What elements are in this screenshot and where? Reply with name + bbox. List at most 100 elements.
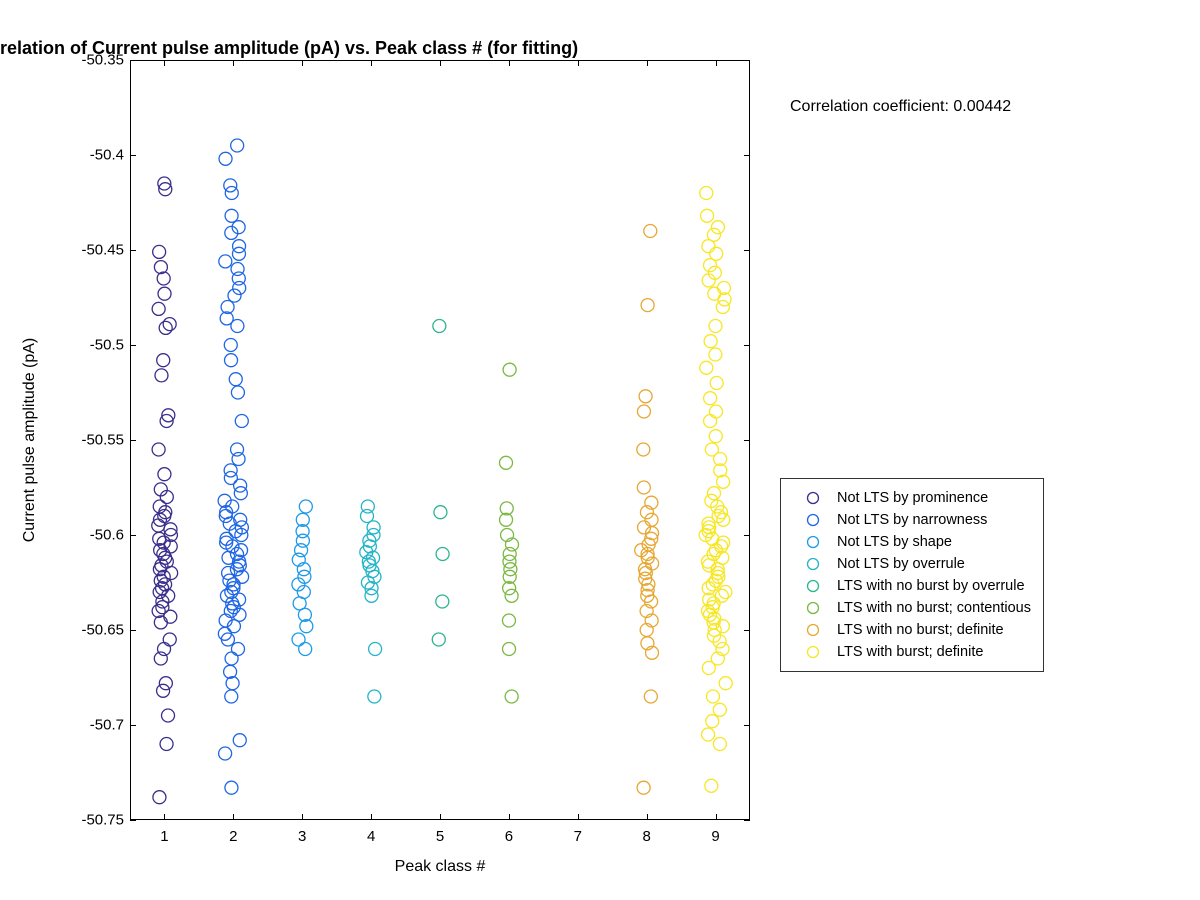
legend-label: Not LTS by overrule xyxy=(833,556,965,572)
data-point xyxy=(702,728,715,741)
data-point xyxy=(157,684,170,697)
data-point xyxy=(361,510,374,523)
data-point xyxy=(432,633,445,646)
x-tick-mark xyxy=(164,60,165,66)
data-point xyxy=(232,643,245,656)
data-point xyxy=(296,534,309,547)
data-point xyxy=(233,240,246,253)
data-point xyxy=(434,506,447,519)
data-point xyxy=(160,738,173,751)
data-point xyxy=(705,779,718,792)
y-tick-mark xyxy=(744,630,750,631)
y-tick-label: -50.4 xyxy=(90,147,124,164)
data-point xyxy=(225,690,238,703)
data-point xyxy=(226,677,239,690)
y-tick-mark xyxy=(744,60,750,61)
data-point xyxy=(700,187,713,200)
legend-marker-icon xyxy=(793,622,833,638)
data-point xyxy=(700,361,713,374)
x-tick-mark xyxy=(233,60,234,66)
data-point xyxy=(228,289,241,302)
data-point xyxy=(708,487,721,500)
data-point xyxy=(235,415,248,428)
data-point xyxy=(502,614,515,627)
data-point xyxy=(225,187,238,200)
data-point xyxy=(706,690,719,703)
data-point xyxy=(231,443,244,456)
legend-marker-icon xyxy=(793,490,833,506)
data-point xyxy=(719,586,732,599)
data-point xyxy=(708,287,721,300)
x-tick-mark xyxy=(371,60,372,66)
data-point xyxy=(233,734,246,747)
data-point xyxy=(224,472,237,485)
legend-label: LTS with no burst by overrule xyxy=(833,578,1025,594)
legend-item: Not LTS by overrule xyxy=(793,553,1031,575)
y-tick-mark xyxy=(130,250,136,251)
legend-label: Not LTS by prominence xyxy=(833,490,988,506)
data-point xyxy=(713,703,726,716)
correlation-annotation: Correlation coefficient: 0.00442 xyxy=(790,98,1011,116)
legend-marker-icon xyxy=(793,578,833,594)
x-tick-mark xyxy=(440,60,441,66)
y-tick-label: -50.5 xyxy=(90,337,124,354)
data-point xyxy=(436,548,449,561)
legend-label: LTS with burst; definite xyxy=(833,644,983,660)
y-tick-mark xyxy=(744,820,750,821)
data-point xyxy=(299,643,312,656)
y-tick-mark xyxy=(130,630,136,631)
data-point xyxy=(713,738,726,751)
data-point xyxy=(645,513,658,526)
data-point xyxy=(219,747,232,760)
data-point xyxy=(702,662,715,675)
data-point xyxy=(702,240,715,253)
data-point xyxy=(639,390,652,403)
legend-item: Not LTS by narrowness xyxy=(793,509,1031,531)
y-tick-mark xyxy=(130,535,136,536)
data-point xyxy=(219,152,232,165)
data-point xyxy=(637,405,650,418)
data-point xyxy=(234,487,247,500)
data-point xyxy=(153,791,166,804)
data-point xyxy=(368,690,381,703)
x-tick-mark xyxy=(716,814,717,820)
y-tick-mark xyxy=(744,725,750,726)
data-point xyxy=(716,301,729,314)
data-point xyxy=(292,633,305,646)
data-point xyxy=(704,415,717,428)
x-tick-mark xyxy=(647,60,648,66)
legend-item: LTS with no burst by overrule xyxy=(793,575,1031,597)
data-point xyxy=(637,481,650,494)
x-tick-label: 4 xyxy=(367,828,375,845)
legend-label: Not LTS by narrowness xyxy=(833,512,987,528)
y-tick-mark xyxy=(744,345,750,346)
y-tick-mark xyxy=(744,440,750,441)
y-tick-mark xyxy=(744,250,750,251)
data-point xyxy=(503,643,516,656)
data-point xyxy=(225,354,238,367)
x-tick-mark xyxy=(371,814,372,820)
legend-item: LTS with no burst; contentious xyxy=(793,597,1031,619)
y-tick-label: -50.35 xyxy=(81,52,124,69)
data-point xyxy=(232,247,245,260)
data-point xyxy=(709,320,722,333)
data-point xyxy=(224,339,237,352)
legend-marker-icon xyxy=(793,512,833,528)
data-point xyxy=(719,677,732,690)
data-point xyxy=(637,443,650,456)
data-point xyxy=(503,363,516,376)
x-tick-label: 7 xyxy=(574,828,582,845)
data-point xyxy=(164,610,177,623)
data-point xyxy=(503,548,516,561)
data-point xyxy=(157,354,170,367)
data-point xyxy=(154,616,167,629)
data-point xyxy=(641,299,654,312)
legend: Not LTS by prominence Not LTS by narrowne… xyxy=(780,478,1044,672)
data-point xyxy=(232,453,245,466)
x-tick-label: 9 xyxy=(711,828,719,845)
data-point xyxy=(505,589,518,602)
y-tick-label: -50.45 xyxy=(81,242,124,259)
legend-marker-icon xyxy=(793,534,833,550)
data-point xyxy=(713,635,726,648)
data-point xyxy=(706,715,719,728)
